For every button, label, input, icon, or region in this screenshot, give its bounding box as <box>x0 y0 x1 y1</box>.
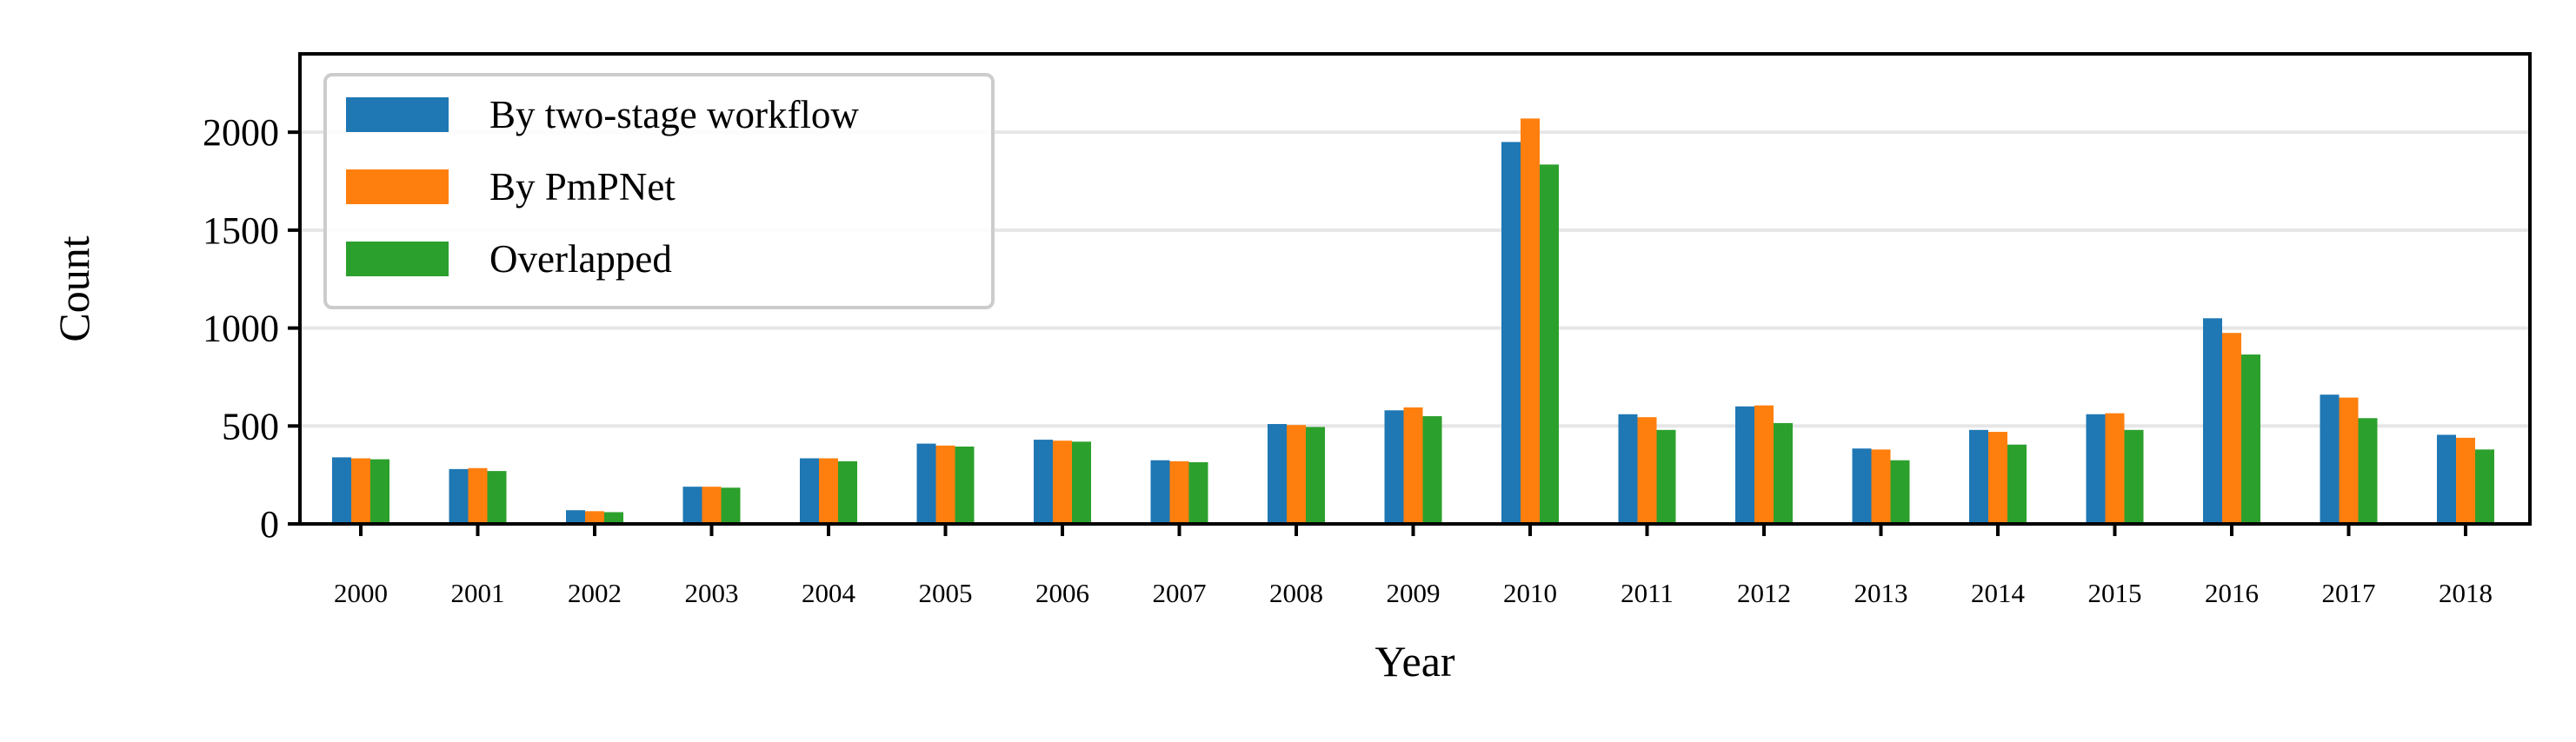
bar-2015-series-2 <box>2105 413 2125 524</box>
bar-2013-series-3 <box>1890 460 1910 524</box>
bar-2015-series-3 <box>2124 429 2144 524</box>
x-tick-label: 2014 <box>1971 578 2026 608</box>
x-tick-label: 2013 <box>1854 578 1908 608</box>
bar-2011-series-1 <box>1618 414 1638 524</box>
y-tick-label: 0 <box>260 503 279 546</box>
x-tick-label: 2016 <box>2205 578 2259 608</box>
bar-2012-series-2 <box>1754 405 1774 524</box>
legend: By two-stage workflow By PmPNet Overlapped <box>323 73 995 309</box>
bar-2005-series-2 <box>935 445 955 524</box>
bar-2012-series-1 <box>1735 406 1754 524</box>
bar-2017-series-3 <box>2358 418 2378 524</box>
bar-2009-series-1 <box>1384 410 1404 524</box>
bar-2010-series-2 <box>1521 118 1540 524</box>
bar-2001-series-1 <box>449 468 469 524</box>
bar-2011-series-3 <box>1656 429 1676 524</box>
bar-2003-series-2 <box>702 487 722 524</box>
bar-2001-series-2 <box>468 467 488 524</box>
y-tick-label: 2000 <box>203 111 279 154</box>
x-tick-label: 2011 <box>1621 578 1674 608</box>
bar-2017-series-2 <box>2339 397 2359 524</box>
bar-2006-series-3 <box>1072 441 1091 524</box>
bar-2013-series-2 <box>1871 449 1891 524</box>
bar-2012-series-3 <box>1774 422 1793 524</box>
bar-2005-series-1 <box>916 443 936 524</box>
bar-2002-series-3 <box>604 512 623 524</box>
y-tick-label: 500 <box>222 405 279 447</box>
bar-2016-series-3 <box>2241 354 2260 524</box>
legend-label: By two-stage workflow <box>489 93 859 136</box>
legend-label: By PmPNet <box>489 165 676 209</box>
bar-2002-series-1 <box>566 510 585 524</box>
x-tick-label: 2002 <box>568 578 622 608</box>
bar-2008-series-3 <box>1306 427 1325 524</box>
bar-2018-series-3 <box>2475 449 2494 524</box>
bar-2000-series-2 <box>351 458 370 524</box>
bar-2005-series-3 <box>955 446 975 524</box>
x-tick-label: 2004 <box>802 578 856 608</box>
x-tick-label: 2000 <box>334 578 388 608</box>
y-axis-ticks: 0 500 1000 1500 2000 <box>203 111 300 546</box>
bar-2002-series-2 <box>585 511 604 524</box>
bar-2018-series-2 <box>2456 437 2475 524</box>
bar-2006-series-1 <box>1034 440 1053 524</box>
legend-swatch <box>346 242 449 276</box>
bar-2000-series-3 <box>370 459 389 524</box>
x-tick-label: 2018 <box>2439 578 2493 608</box>
x-tick-label: 2007 <box>1153 578 1207 608</box>
bar-2004-series-3 <box>838 460 857 524</box>
bar-2001-series-3 <box>487 471 507 524</box>
x-tick-label: 2003 <box>685 578 739 608</box>
bar-2016-series-2 <box>2222 333 2241 524</box>
x-axis-label: Year <box>1375 637 1454 686</box>
y-tick-label: 1500 <box>203 209 279 252</box>
legend-swatch <box>346 169 449 204</box>
bar-2013-series-1 <box>1852 448 1872 524</box>
x-tick-label: 2005 <box>919 578 973 608</box>
bar-2014-series-2 <box>1988 432 2007 524</box>
x-tick-label: 2010 <box>1503 578 1557 608</box>
bars-group <box>332 118 2494 524</box>
bar-2010-series-1 <box>1501 142 1521 524</box>
bar-2009-series-2 <box>1403 407 1423 524</box>
x-tick-label: 2012 <box>1737 578 1791 608</box>
bar-2003-series-3 <box>721 487 741 524</box>
legend-swatch <box>346 97 449 132</box>
bar-2004-series-1 <box>800 458 819 524</box>
x-tick-label: 2017 <box>2322 578 2376 608</box>
y-axis-label: Count <box>50 235 98 341</box>
bar-2007-series-2 <box>1169 460 1189 524</box>
x-tick-label: 2001 <box>451 578 505 608</box>
x-axis-ticks: 2000 2001 2002 2003 2004 2005 2006 2007 2008 2009… <box>334 524 2493 608</box>
bar-2014-series-1 <box>1969 429 1988 524</box>
x-tick-label: 2008 <box>1269 578 1323 608</box>
legend-box <box>323 73 995 309</box>
bar-2007-series-1 <box>1150 460 1170 524</box>
bar-2011-series-2 <box>1637 417 1657 524</box>
bar-2016-series-1 <box>2203 318 2222 524</box>
bar-2015-series-1 <box>2086 414 2106 524</box>
bar-2010-series-3 <box>1540 164 1559 524</box>
bar-2008-series-2 <box>1287 425 1306 524</box>
bar-2017-series-1 <box>2320 394 2340 524</box>
legend-label: Overlapped <box>489 237 672 281</box>
bar-2003-series-1 <box>682 487 702 524</box>
bar-2000-series-1 <box>332 457 351 524</box>
bar-2009-series-3 <box>1422 416 1442 524</box>
bar-2007-series-3 <box>1188 461 1208 524</box>
x-tick-label: 2006 <box>1035 578 1089 608</box>
y-tick-label: 1000 <box>203 308 279 350</box>
x-tick-label: 2015 <box>2088 578 2142 608</box>
bar-2014-series-3 <box>2007 444 2027 524</box>
bar-2006-series-2 <box>1053 441 1072 524</box>
bar-2018-series-1 <box>2437 434 2456 524</box>
bar-2008-series-1 <box>1268 424 1287 524</box>
x-tick-label: 2009 <box>1387 578 1441 608</box>
bar-2004-series-2 <box>819 458 838 524</box>
